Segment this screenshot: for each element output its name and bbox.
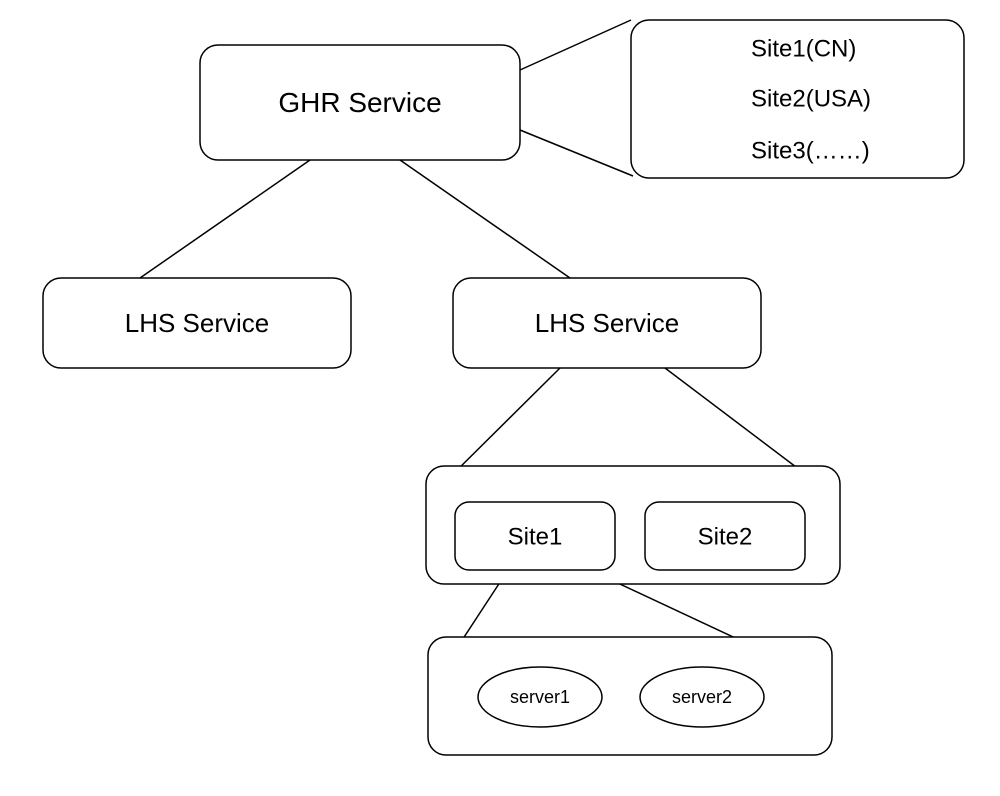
service-hierarchy-diagram: GHR Service Site1(CN) Site2(USA) Site3(…… <box>0 0 1000 796</box>
server1-node: server1 <box>478 667 602 727</box>
lhs-left-label: LHS Service <box>125 308 270 338</box>
ghr-label: GHR Service <box>278 87 441 118</box>
server2-node: server2 <box>640 667 764 727</box>
server1-label: server1 <box>510 687 570 707</box>
lhs-right-label: LHS Service <box>535 308 680 338</box>
lhs-left-node: LHS Service <box>43 278 351 368</box>
edge-ghr-sites-bottom <box>520 130 633 176</box>
sites-top-line-1: Site2(USA) <box>751 85 871 112</box>
sites-top-node: Site1(CN) Site2(USA) Site3(……) <box>631 20 964 178</box>
lhs-right-node: LHS Service <box>453 278 761 368</box>
site1-node: Site1 <box>455 502 615 570</box>
sites-top-line-2: Site3(……) <box>751 137 870 164</box>
edge-ghr-lhs-left <box>140 160 310 278</box>
site2-label: Site2 <box>698 523 753 550</box>
server2-label: server2 <box>672 687 732 707</box>
ghr-service-node: GHR Service <box>200 45 520 160</box>
edge-ghr-sites-top <box>520 20 631 70</box>
site1-label: Site1 <box>508 523 563 550</box>
sites-top-line-0: Site1(CN) <box>751 35 856 62</box>
site2-node: Site2 <box>645 502 805 570</box>
edge-ghr-lhs-right <box>400 160 570 278</box>
